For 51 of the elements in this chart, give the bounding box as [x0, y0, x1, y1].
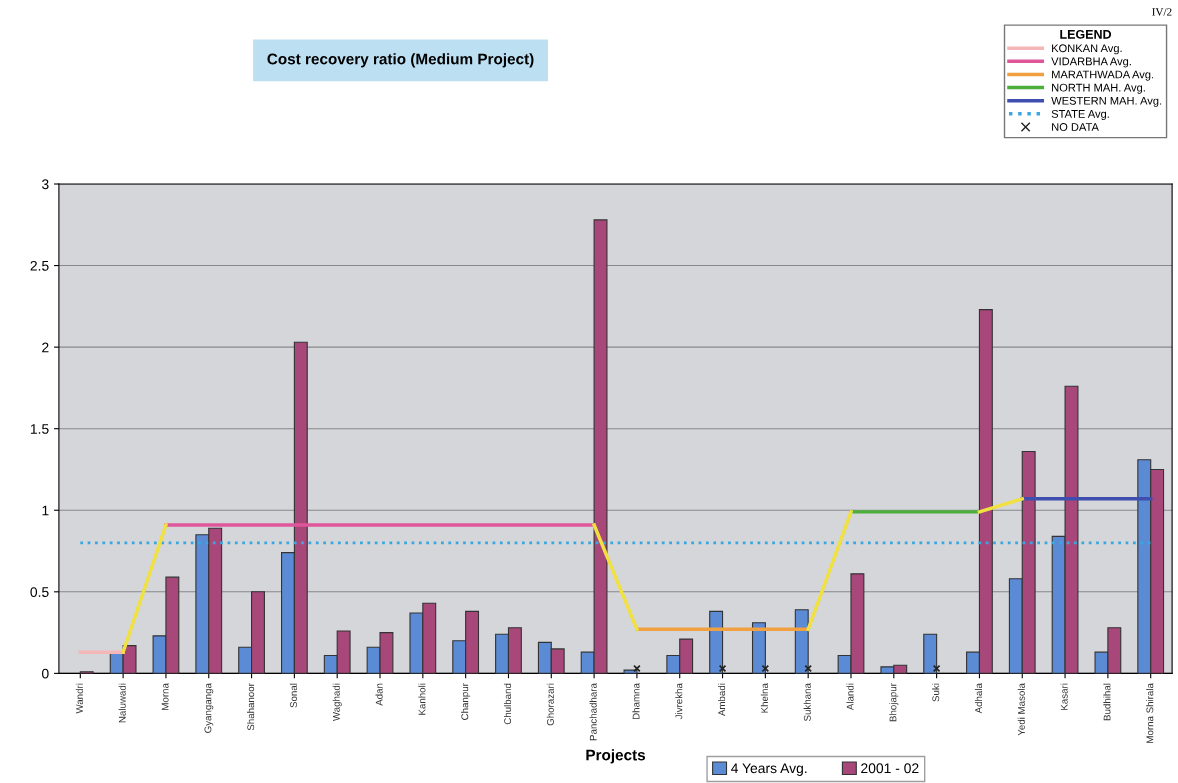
x-tick-label: Ghorazari — [546, 683, 554, 726]
x-tick-label: Alandi — [846, 683, 854, 711]
x-tick-label: Morna — [161, 683, 169, 710]
y-tick-label: 0.5 — [30, 587, 49, 597]
x-tick-label: Kasari — [1060, 683, 1068, 710]
legend-label: 4 Years Avg. — [731, 763, 807, 776]
text: IV/2 — [1152, 8, 1172, 16]
y-tick-label: 2 — [42, 342, 49, 353]
chart-title: Cost recovery ratio (Medium Project) — [267, 53, 534, 68]
x-tick-label: Morna Shirala — [1146, 683, 1154, 743]
x-tick-label: Panchadhara — [589, 683, 597, 741]
y-tick-label: 3 — [41, 179, 49, 190]
legend-label: WESTERN MAH. Avg. — [1051, 96, 1162, 107]
legend-label: STATE Avg. — [1051, 109, 1109, 121]
x-tick-label: Gyanganga — [204, 683, 214, 733]
x-tick-label: Bhojapur — [889, 683, 899, 722]
y-tick-label: 1 — [42, 505, 49, 516]
x-tick-label: Adhala — [974, 683, 983, 714]
x-tick-label: Chulband — [503, 683, 512, 725]
x-tick-label: Sukhana — [803, 683, 811, 722]
legend-label: 2001 - 02 — [861, 763, 919, 774]
bar — [623, 669, 638, 674]
legend-label: NORTH MAH. Avg. — [1052, 83, 1145, 94]
y-tick-label: 2.5 — [30, 260, 49, 271]
x-tick-label: Shahanoor — [247, 683, 255, 731]
bar — [923, 633, 938, 674]
bar — [709, 610, 724, 674]
legend-label: VIDARBHA Avg. — [1051, 57, 1131, 68]
y-tick-label: 0 — [42, 668, 49, 679]
x-tick-label: Adan — [375, 683, 383, 706]
bar — [794, 609, 809, 674]
y-tick-label: 1.5 — [30, 424, 49, 434]
legend-label: MARATHWADA Avg. — [1052, 70, 1154, 81]
legend-label: KONKAN Avg. — [1052, 44, 1122, 55]
x-tick-label: Ambadi — [718, 683, 726, 717]
x-tick-label: Budhihal — [1103, 683, 1111, 721]
x-tick-label: Jivrekha — [675, 683, 683, 720]
bar — [751, 622, 766, 674]
x-tick-label: Wandri — [75, 683, 83, 714]
x-tick-label: Kanholi — [418, 683, 426, 715]
x-tick-label: Yedi Masola — [1017, 683, 1025, 736]
x-tick-label: Naluwadi — [118, 683, 126, 723]
legend-title: LEGEND — [1060, 29, 1112, 39]
x-tick-label: Dhamna — [632, 683, 640, 720]
x-tick-label: Sonal — [289, 683, 297, 708]
x-tick-label: Suki — [932, 683, 940, 702]
x-tick-label: Chanpur — [461, 683, 471, 720]
x-axis-title: Projects — [586, 749, 646, 764]
legend-label: NO DATA — [1052, 123, 1099, 131]
x-tick-label: Khelna — [760, 683, 768, 713]
x-tick-label: Waghadi — [332, 683, 342, 722]
